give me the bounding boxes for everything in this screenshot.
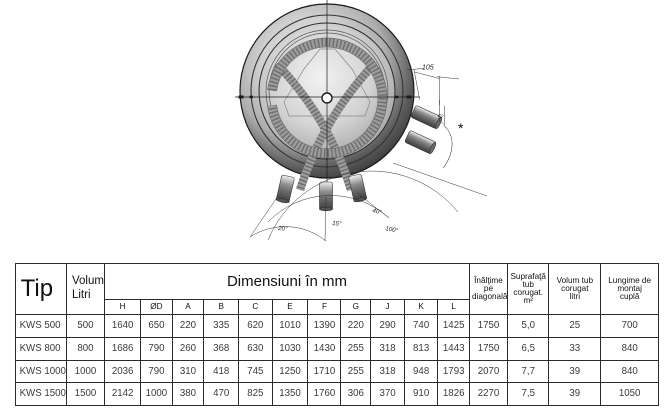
svg-text:15°: 15° xyxy=(332,220,342,228)
svg-text:40°: 40° xyxy=(371,207,382,216)
svg-text:20°: 20° xyxy=(277,225,288,233)
svg-text:100°: 100° xyxy=(385,225,399,235)
svg-text:105: 105 xyxy=(422,65,434,72)
svg-text:*: * xyxy=(458,120,464,136)
svg-text:5°: 5° xyxy=(438,114,444,121)
